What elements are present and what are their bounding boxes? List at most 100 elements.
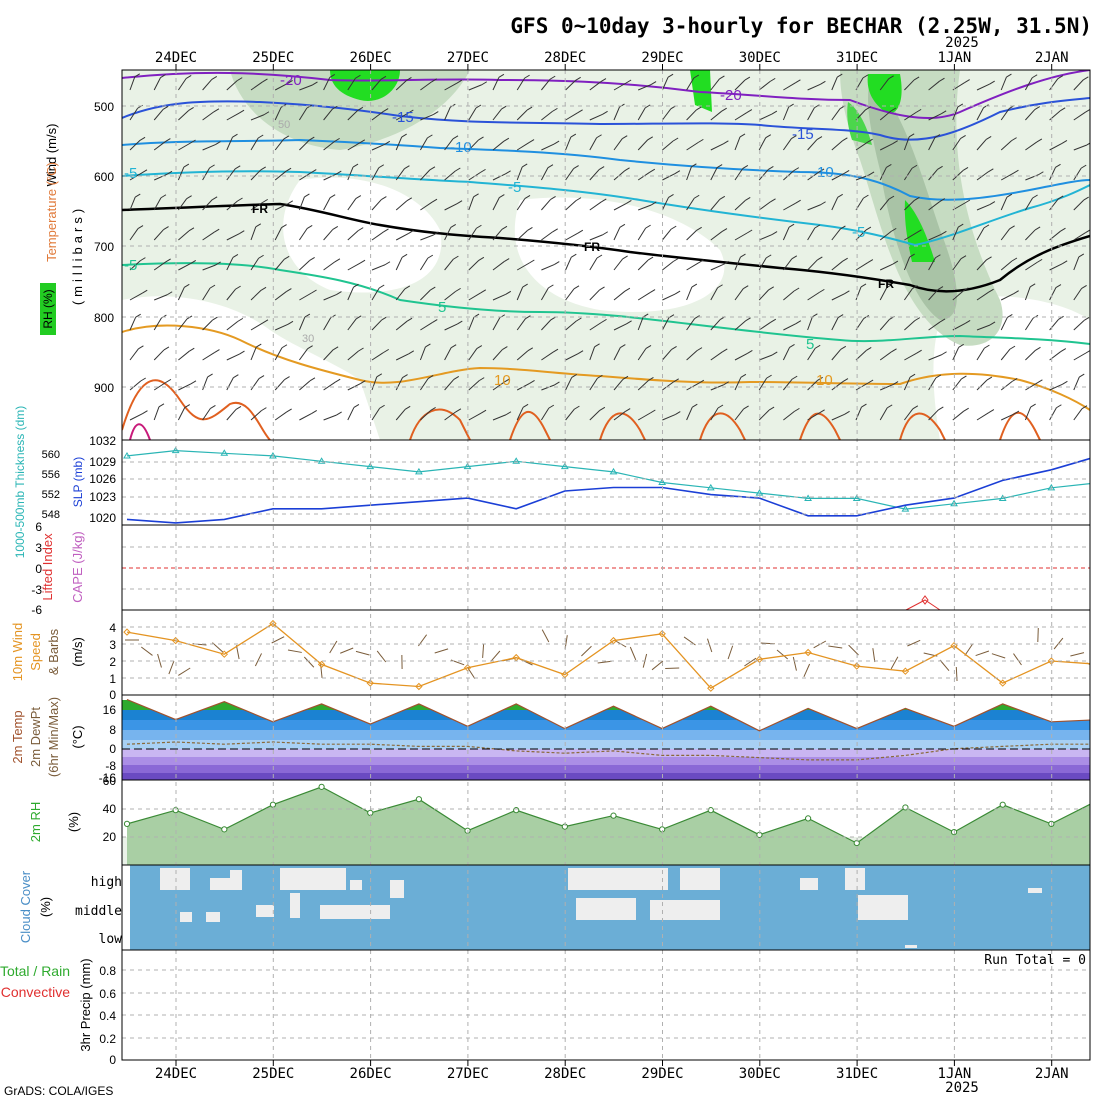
wind-barb [1049, 287, 1057, 301]
wind-barb [298, 348, 309, 361]
wind-barb [1024, 406, 1032, 421]
wind-barb [420, 410, 431, 421]
wind-barb-flag [552, 107, 558, 112]
wind-barb-flag [453, 255, 459, 260]
wind-barb-flag [840, 225, 846, 230]
wind-barb [444, 323, 458, 331]
wind-barb-flag [626, 320, 632, 325]
wind-barb-flag [1035, 346, 1041, 351]
x-tick-label: 31DEC [836, 1066, 878, 1082]
wind-barb-flag [620, 344, 626, 348]
isotherm-plus-20 [129, 423, 151, 440]
wind-barb-flag [647, 256, 654, 261]
wind-barb [541, 199, 551, 211]
wind-barb [1000, 293, 1014, 301]
wind-barb [129, 228, 139, 241]
wind-barb-flag [355, 74, 361, 79]
wind-barb [468, 227, 477, 241]
wind-barb-flag [212, 316, 218, 321]
cloud-patch [680, 868, 720, 890]
wind-tick: 1 [109, 672, 116, 686]
wind-barb-flag [431, 78, 437, 83]
wind-barb-flag [768, 406, 775, 411]
isotherm-minus-5 [122, 170, 1090, 247]
wind-barb [202, 167, 211, 181]
wind-barb [952, 258, 962, 271]
label-temp2m-c: (6hr Min/Max) [46, 697, 61, 777]
wind-barb [466, 666, 476, 680]
wind-barb [759, 234, 773, 241]
wind-barb-flag [1061, 139, 1068, 144]
x-tick-label: 26DEC [350, 1066, 392, 1082]
x-tick-label: 2JAN [1035, 50, 1069, 66]
wind-barb [928, 137, 936, 151]
wind-barb-flag [498, 73, 505, 78]
wind-barb [226, 320, 239, 331]
lifted-index-marker [921, 595, 929, 605]
wind-barb-flag [960, 134, 966, 139]
wind-barb [637, 380, 649, 391]
wind-barb-flag [190, 380, 197, 385]
wind-barb [613, 82, 627, 91]
wind-barb-flag [501, 225, 508, 230]
label-cape: CAPE (J/kg) [70, 531, 85, 603]
wind-tick: 0 [109, 688, 116, 702]
thickness-marker [706, 483, 715, 491]
wind-barb-flag [134, 73, 141, 78]
temp-tick: -8 [105, 759, 116, 773]
wind-barb-flag [958, 343, 964, 348]
wind-barb [803, 663, 811, 677]
wind-barb [686, 407, 693, 421]
wind-barb [168, 660, 175, 675]
wind-barb [274, 138, 285, 151]
wind-barb [928, 201, 941, 211]
wind-barb-flag [306, 104, 313, 109]
wind-barb [710, 407, 719, 421]
wind-barb-flag [431, 198, 438, 203]
wind-barb [661, 197, 669, 211]
wind-barb-flag [989, 201, 996, 205]
wind-barb-flag [527, 347, 534, 352]
wind-barb [1013, 653, 1022, 666]
wind-barb-flag [258, 254, 264, 259]
wind-barb-flag [455, 287, 461, 292]
wind-barb [928, 80, 940, 91]
wind-barb [299, 292, 312, 301]
wind-barb [140, 646, 153, 656]
temp-band-0 [122, 740, 1090, 749]
wind-barb [323, 229, 334, 241]
wind-barb [831, 317, 839, 331]
thickness-marker [852, 494, 861, 501]
slp-line [126, 457, 1090, 524]
wind-barb-flag [1083, 317, 1090, 321]
wind-barb [638, 204, 652, 211]
wind-barb [782, 347, 790, 361]
wind-barb-flag [599, 406, 606, 411]
wind-barb [347, 350, 359, 361]
wind-barb [299, 412, 312, 421]
wind-barb-flag [863, 194, 869, 199]
wind-barb [686, 166, 692, 181]
wind-barb-flag [235, 285, 241, 290]
wind-barb-flag [892, 140, 898, 145]
wind-barb [202, 287, 211, 301]
wind-barb [589, 234, 603, 241]
wind-barb-flag [1057, 195, 1064, 200]
wind-barb-flag [215, 261, 221, 266]
wind-barb-flag [502, 346, 508, 351]
wind-barb [420, 81, 433, 91]
vertical-grid [175, 70, 1053, 1060]
wind-barb [903, 167, 913, 181]
wind-barb [226, 168, 236, 181]
wind-barb-flag [745, 317, 751, 322]
lifted-index-tick: -3 [31, 583, 42, 597]
wind-barb-flag [721, 228, 728, 233]
label-wind10m-unit: (m/s) [70, 637, 85, 667]
wind-barb [904, 352, 917, 361]
wind-barb [444, 203, 458, 211]
x-tick-label: 1JAN [938, 1066, 972, 1082]
wind-barb-flag [650, 409, 656, 414]
label-temp2m-b: 2m DewPt [28, 707, 43, 767]
wind-barb-flag [457, 320, 463, 325]
wind-barb-flag [450, 223, 456, 228]
